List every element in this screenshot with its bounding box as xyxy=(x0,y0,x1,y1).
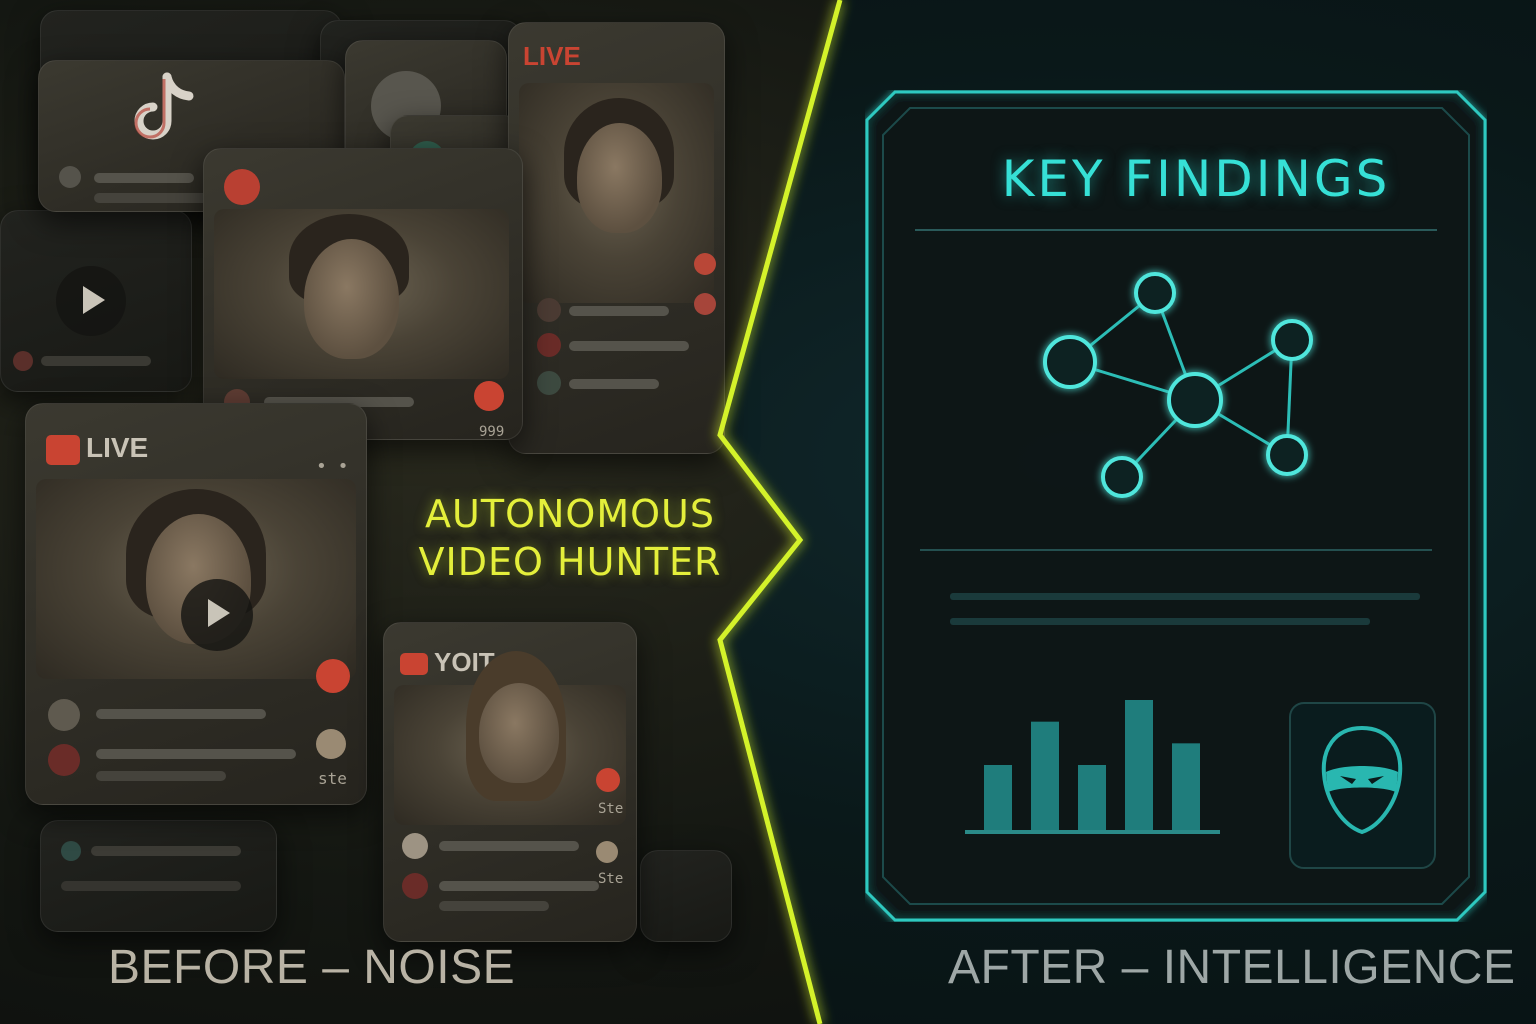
card-text: 999 xyxy=(479,424,505,440)
bar-chart-icon xyxy=(965,700,1220,834)
tiktok-logo-icon xyxy=(129,71,199,151)
network-graph-icon xyxy=(1043,272,1313,498)
caption-after: AFTER – INTELLIGENCE xyxy=(948,941,1516,994)
live-red-icon xyxy=(46,434,80,465)
chart-bar xyxy=(1031,721,1059,830)
video-card-live-main: LIVE • • • ste xyxy=(25,403,367,805)
product-title: AUTONOMOUS VIDEO HUNTER xyxy=(405,490,735,586)
youtube-logo-icon xyxy=(400,653,428,676)
video-card-live: LIVE xyxy=(508,22,725,454)
video-card-streamer: • • • 999 xyxy=(203,148,523,440)
live-badge: LIVE xyxy=(523,41,581,71)
masked-face-icon xyxy=(1321,725,1403,835)
chart-bar xyxy=(1125,700,1153,830)
video-card xyxy=(40,820,277,932)
live-badge: LIVE xyxy=(46,432,148,465)
product-title-line1: AUTONOMOUS xyxy=(425,492,715,536)
app-logo-icon xyxy=(224,169,260,205)
chart-bar xyxy=(1078,765,1106,830)
play-icon xyxy=(181,579,253,651)
play-icon xyxy=(56,266,126,336)
card-text: ste xyxy=(318,769,347,788)
chart-bar xyxy=(984,765,1012,830)
key-findings-panel xyxy=(865,90,1487,922)
chart-bar xyxy=(1172,743,1200,830)
caption-before: BEFORE – NOISE xyxy=(108,941,516,994)
product-title-line2: VIDEO HUNTER xyxy=(418,540,722,584)
video-card xyxy=(0,210,192,392)
key-findings-title: KEY FINDINGS xyxy=(1001,150,1391,208)
video-card-youtube: YOIT Ste Ste xyxy=(383,622,637,942)
video-card xyxy=(640,850,732,942)
card-text: Ste xyxy=(598,801,624,817)
card-text: Ste xyxy=(598,871,624,887)
